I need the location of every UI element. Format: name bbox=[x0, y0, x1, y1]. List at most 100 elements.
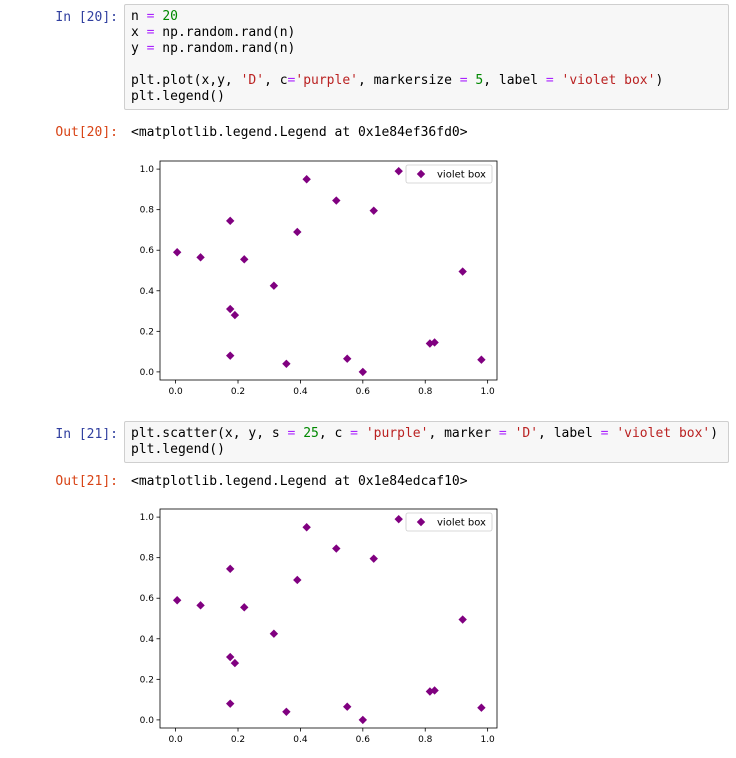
y-tick-label: 1.0 bbox=[140, 513, 155, 523]
data-point bbox=[196, 253, 205, 262]
data-point bbox=[477, 355, 486, 364]
code-token: = bbox=[350, 426, 358, 441]
code-token: = bbox=[146, 25, 155, 40]
scatter-plot: 0.0 0.2 0.4 0.6 0.8 1.0 0.0 0.2 0.4 0.6 0.8 1.0 viol… bbox=[130, 506, 510, 758]
code-token: plt.legend() bbox=[131, 442, 225, 457]
data-point bbox=[302, 523, 311, 532]
data-point bbox=[172, 596, 182, 605]
code-token: = bbox=[287, 426, 296, 441]
x-tick-label: 0.4 bbox=[293, 735, 308, 745]
y-tick-label: 0.0 bbox=[140, 368, 155, 378]
data-point bbox=[343, 354, 352, 363]
code-token: , markersize bbox=[358, 73, 460, 88]
code-token bbox=[507, 426, 515, 441]
plot-canvas: 0.0 0.2 0.4 0.6 0.8 1.0 0.0 0.2 0.4 0.6 0.8 1.0 viol… bbox=[140, 508, 498, 745]
code-token: np.random.rand(n) bbox=[154, 25, 296, 40]
x-tick-label: 0.6 bbox=[356, 735, 371, 745]
code-token: , marker bbox=[428, 426, 499, 441]
x-tick-label: 0.2 bbox=[231, 387, 245, 397]
code-token: = bbox=[146, 41, 155, 56]
code-line: plt.plot(x,y, 'D', c='purple', markersiz… bbox=[131, 73, 722, 89]
code-token: plt.plot(x,y, bbox=[131, 73, 241, 88]
code-token: , c bbox=[318, 426, 351, 441]
data-point bbox=[196, 601, 205, 610]
code-line: plt.legend() bbox=[131, 89, 722, 105]
data-point bbox=[282, 359, 291, 368]
y-tick-label: 0.6 bbox=[140, 594, 155, 604]
x-tick-label: 0.8 bbox=[418, 735, 433, 745]
legend-marker bbox=[416, 517, 426, 527]
data-point bbox=[369, 206, 378, 215]
code-token: 'D' bbox=[240, 73, 265, 88]
code-token: = bbox=[459, 73, 468, 88]
input-prompt: In [21]: bbox=[55, 427, 118, 442]
code-token: plt.scatter(x, y, s bbox=[131, 426, 288, 441]
x-tick-label: 1.0 bbox=[480, 387, 495, 397]
y-tick-label: 0.6 bbox=[140, 246, 155, 256]
code-token: plt.legend() bbox=[131, 89, 225, 104]
code-token: np.random.rand(n) bbox=[154, 41, 296, 56]
code-token: ) bbox=[710, 426, 719, 441]
y-tick-label: 0.4 bbox=[140, 635, 155, 645]
data-point bbox=[282, 707, 291, 716]
output-text: <matplotlib.legend.Legend at 0x1e84ef36f… bbox=[131, 125, 468, 140]
code-cell-input[interactable]: plt.scatter(x, y, s = 25, c = 'purple', … bbox=[124, 421, 729, 463]
code-token: 'violet box' bbox=[616, 426, 711, 441]
data-point bbox=[226, 304, 235, 314]
x-tick-label: 0.2 bbox=[231, 735, 245, 745]
scatter-plot: 0.0 0.2 0.4 0.6 0.8 1.0 0.0 0.2 0.4 0.6 0.8 1.0 viol… bbox=[130, 158, 510, 410]
legend-label: violet box bbox=[437, 170, 486, 181]
code-token: 'D' bbox=[514, 426, 539, 441]
data-point bbox=[269, 281, 279, 290]
data-point bbox=[302, 175, 311, 184]
code-line: y = np.random.rand(n) bbox=[131, 41, 722, 57]
data-point bbox=[332, 196, 341, 205]
axes-frame bbox=[159, 160, 498, 381]
code-token bbox=[358, 426, 366, 441]
x-tick-label: 0.8 bbox=[418, 387, 433, 397]
legend-box bbox=[405, 512, 493, 532]
data-point bbox=[458, 267, 467, 276]
code-token: , c bbox=[264, 73, 288, 88]
code-token: y bbox=[131, 41, 147, 56]
output-text: <matplotlib.legend.Legend at 0x1e84edcaf… bbox=[131, 474, 468, 489]
code-line: plt.scatter(x, y, s = 25, c = 'purple', … bbox=[131, 426, 722, 442]
data-point bbox=[226, 216, 235, 226]
input-prompt: In [20]: bbox=[55, 10, 118, 25]
y-tick-label: 0.4 bbox=[140, 287, 155, 297]
code-line: n = 20 bbox=[131, 9, 722, 25]
code-token: = bbox=[545, 73, 554, 88]
code-line: plt.legend() bbox=[131, 442, 722, 458]
code-token: n bbox=[131, 9, 147, 24]
code-token: = bbox=[498, 426, 507, 441]
legend-label: violet box bbox=[437, 518, 486, 529]
plot-canvas: 0.0 0.2 0.4 0.6 0.8 1.0 0.0 0.2 0.4 0.6 0.8 1.0 viol… bbox=[140, 160, 498, 397]
data-point bbox=[226, 564, 235, 574]
data-point bbox=[369, 554, 378, 563]
code-token: , label bbox=[483, 73, 546, 88]
code-line bbox=[131, 57, 722, 73]
x-tick-label: 0.0 bbox=[168, 387, 183, 397]
y-tick-label: 0.0 bbox=[140, 716, 155, 726]
data-point bbox=[358, 715, 368, 725]
code-cell-input[interactable]: n = 20 x = np.random.rand(n) y = np.random… bbox=[124, 4, 729, 110]
y-tick-label: 0.2 bbox=[140, 327, 154, 337]
data-point bbox=[172, 248, 182, 257]
x-tick-label: 1.0 bbox=[480, 735, 495, 745]
code-token bbox=[554, 73, 562, 88]
code-token: 'purple' bbox=[365, 426, 429, 441]
code-token: 5 bbox=[475, 73, 484, 88]
data-point bbox=[226, 351, 235, 360]
code-token: 20 bbox=[162, 9, 178, 24]
y-tick-label: 0.2 bbox=[140, 675, 154, 685]
code-line: x = np.random.rand(n) bbox=[131, 25, 722, 41]
x-tick-label: 0.0 bbox=[168, 735, 183, 745]
output-prompt: Out[20]: bbox=[55, 125, 118, 140]
y-tick-label: 1.0 bbox=[140, 165, 155, 175]
x-tick-label: 0.4 bbox=[293, 387, 308, 397]
code-token: ) bbox=[655, 73, 664, 88]
code-token: = bbox=[287, 73, 296, 88]
code-token: 'violet box' bbox=[561, 73, 656, 88]
y-tick-label: 0.8 bbox=[140, 206, 155, 216]
code-token: = bbox=[600, 426, 609, 441]
